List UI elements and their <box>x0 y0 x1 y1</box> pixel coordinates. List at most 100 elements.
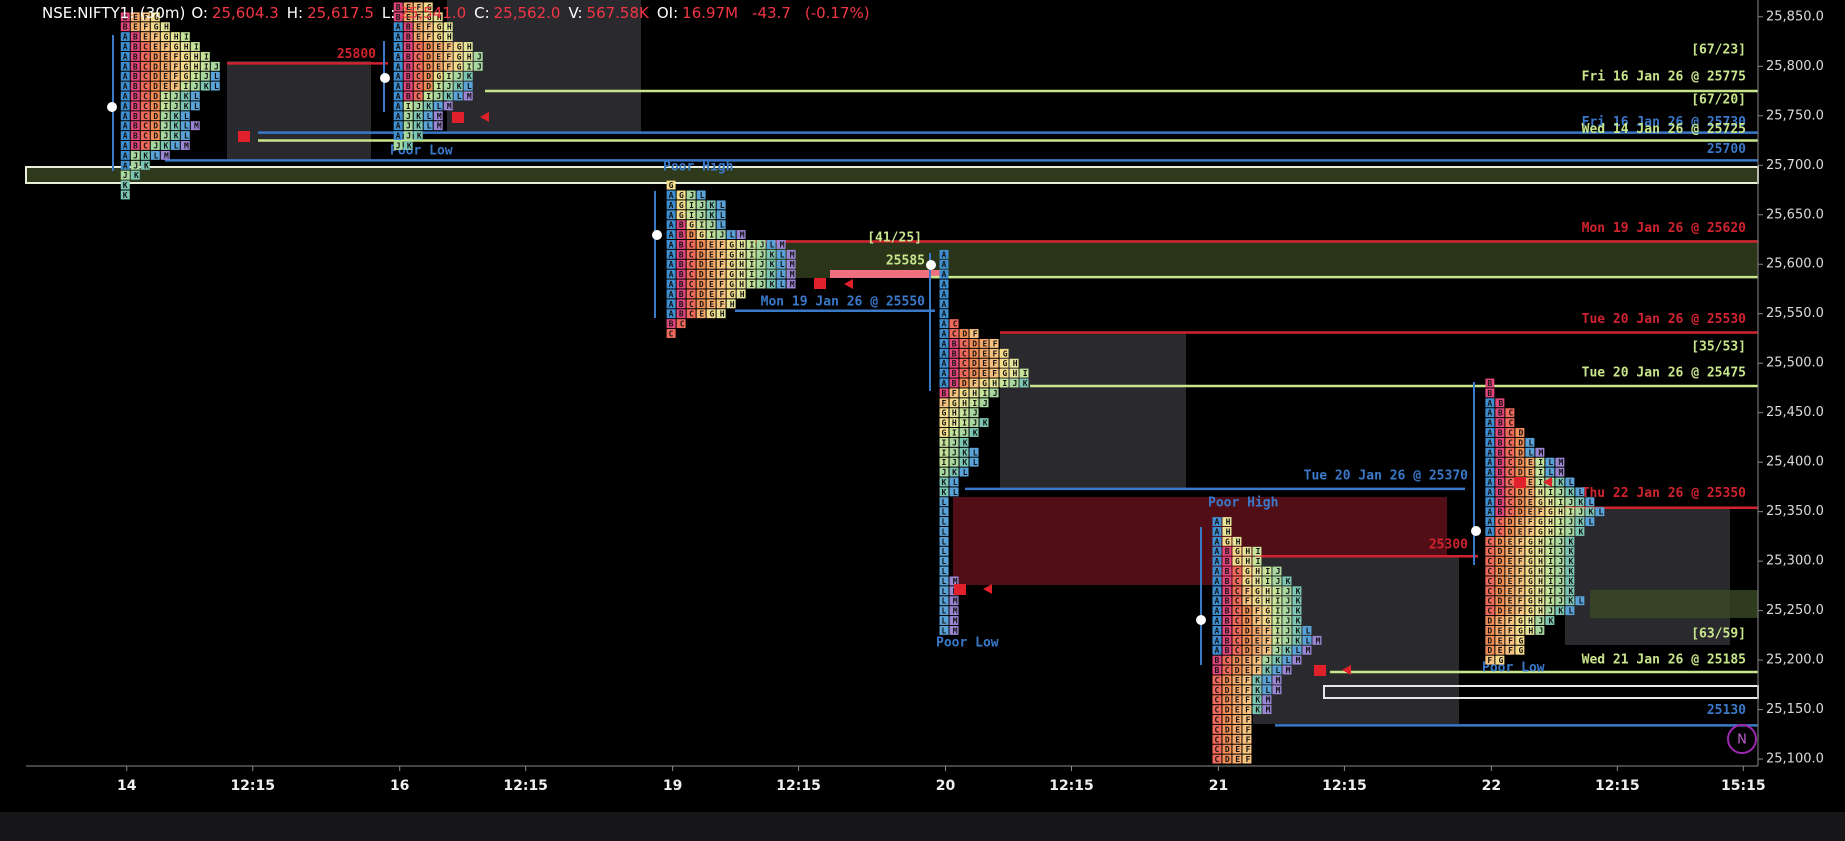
tpo-cell <box>413 121 423 131</box>
tpo-cell <box>120 101 130 111</box>
tpo-cell <box>959 368 969 378</box>
tpo-cell <box>1222 734 1232 744</box>
tpo-cell <box>463 42 473 51</box>
tpo-cell <box>1505 586 1515 596</box>
tpo-cell <box>150 71 160 81</box>
tpo-cell <box>423 91 433 101</box>
tpo-cell <box>463 51 473 61</box>
tpo-cell <box>676 319 686 329</box>
tpo-cell <box>443 51 453 61</box>
tpo-cell <box>999 358 1009 368</box>
tpo-cell <box>1505 645 1515 655</box>
tpo-cell <box>1555 517 1565 527</box>
tpo-cell <box>939 329 949 338</box>
tpo-cell <box>1282 665 1292 675</box>
x-tick-label: 14 <box>117 778 137 794</box>
tpo-cell <box>1222 616 1232 625</box>
tpo-cell <box>1545 566 1555 576</box>
tpo-cell <box>716 200 726 210</box>
tpo-cell <box>1232 665 1242 675</box>
tpo-cell <box>1272 655 1282 665</box>
tpo-cell <box>1262 635 1272 645</box>
tpo-cell <box>1555 556 1565 566</box>
tpo-cell <box>1232 556 1242 566</box>
level-label: Thu 22 Jan 26 @ 25350 <box>1582 486 1747 501</box>
tpo-cell <box>1565 536 1575 546</box>
tpo-cell <box>676 239 686 249</box>
tpo-cell <box>959 457 969 467</box>
tpo-cell <box>686 230 696 239</box>
tpo-cell <box>160 121 170 131</box>
tpo-cell <box>160 141 170 150</box>
x-tick-label: 15:15 <box>1721 778 1766 794</box>
tpo-cell <box>939 428 949 437</box>
tpo-cell <box>706 220 716 230</box>
tpo-cell <box>170 71 180 81</box>
tpo-letters: ABCDEFGHI <box>123 52 209 61</box>
tpo-cell <box>413 91 423 101</box>
tpo-cell <box>1515 527 1525 536</box>
tpo-cell <box>1515 616 1525 625</box>
tpo-letters: ABCDEFGHI <box>942 369 1028 378</box>
tpo-cell <box>423 12 433 22</box>
tpo-cell <box>130 91 140 101</box>
tpo-cell <box>1212 566 1222 576</box>
tpo-cell <box>746 249 756 259</box>
tpo-cell <box>160 81 170 91</box>
tpo-cell <box>1222 635 1232 645</box>
tpo-cell <box>1565 596 1575 606</box>
tpo-letters: ABGHI <box>1214 547 1260 556</box>
tpo-cell <box>1545 487 1555 497</box>
tpo-cell <box>939 279 949 289</box>
y-tick-label: 25,850.0 <box>1766 9 1824 24</box>
tpo-cell <box>1242 744 1252 754</box>
tpo-cell <box>1535 536 1545 546</box>
tpo-cell <box>666 190 676 200</box>
tpo-cell <box>676 309 686 319</box>
tpo-cell <box>686 259 696 269</box>
y-tick-label: 25,550.0 <box>1766 306 1824 321</box>
tpo-cell <box>150 131 160 141</box>
tpo-cell <box>1565 556 1575 566</box>
tpo-cell <box>120 180 130 190</box>
tpo-cell <box>1242 586 1252 596</box>
tpo-cell <box>393 111 403 121</box>
tpo-cell <box>1212 685 1222 695</box>
tpo-cell <box>736 249 746 259</box>
tpo-cell <box>1525 517 1535 527</box>
tpo-cell <box>1252 606 1262 616</box>
tpo-cell <box>403 22 413 32</box>
tpo-cell <box>979 358 989 368</box>
tpo-cell <box>706 249 716 259</box>
tpo-cell <box>666 259 676 269</box>
tpo-cell <box>939 497 949 507</box>
tpo-cell <box>1242 616 1252 625</box>
tpo-cell <box>413 2 423 12</box>
field-value: 25,604.3 <box>211 4 279 22</box>
field-value: 25,617.5 <box>307 4 374 22</box>
tpo-cell <box>676 210 686 220</box>
tpo-cell <box>1505 556 1515 566</box>
tpo-cell <box>959 447 969 457</box>
tpo-cell <box>130 12 140 22</box>
tpo-cell <box>1515 437 1525 447</box>
tpo-letters: CDEFGHIJK <box>1487 547 1573 556</box>
tpo-cell <box>1242 635 1252 645</box>
tpo-cell <box>979 338 989 348</box>
change-pct: (-0.17%) <box>804 4 870 22</box>
tpo-cell <box>1505 576 1515 586</box>
tpo-cell <box>1555 586 1565 596</box>
tpo-cell <box>1485 388 1495 398</box>
tpo-cell <box>1212 596 1222 606</box>
tpo-cell <box>1252 675 1262 685</box>
tpo-cell <box>1565 487 1575 497</box>
tpo-cell <box>1252 566 1262 576</box>
tpo-cell <box>1495 418 1505 428</box>
tpo-cell <box>1505 606 1515 616</box>
tpo-letters: L <box>942 567 947 576</box>
tpo-cell <box>463 91 473 101</box>
tpo-cell <box>1485 408 1495 418</box>
tpo-cell <box>939 586 949 596</box>
note: [67/20] <box>1691 93 1746 108</box>
tpo-cell <box>1485 447 1495 457</box>
